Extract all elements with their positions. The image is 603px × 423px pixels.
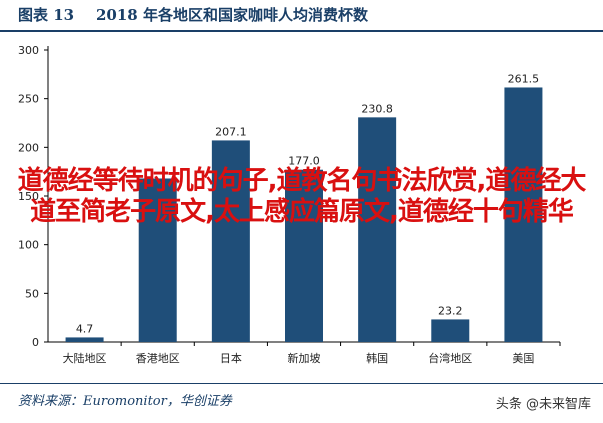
y-tick-label: 100 — [18, 239, 39, 252]
y-tick-label: 0 — [32, 336, 39, 349]
bar — [285, 169, 323, 342]
x-tick-label: 香港地区 — [136, 352, 180, 365]
bar — [431, 319, 470, 342]
x-tick-label: 韩国 — [366, 351, 388, 365]
bar-value-label: 230.8 — [361, 102, 393, 115]
x-tick-label: 大陆地区 — [63, 351, 107, 365]
bar-value-label: 23.2 — [438, 304, 463, 317]
bar — [358, 117, 397, 342]
figure-title: 2018 年各地区和国家咖啡人均消费杯数 — [96, 6, 368, 24]
figure-label: 图表 13 — [18, 6, 75, 24]
bar — [65, 337, 104, 342]
x-tick-label: 日本 — [220, 351, 242, 365]
bar — [138, 178, 177, 342]
y-tick-label: 300 — [18, 44, 39, 57]
source-divider — [0, 383, 603, 384]
bar-value-label: 177.0 — [288, 155, 320, 168]
y-tick-label: 150 — [18, 190, 39, 203]
y-tick-label: 250 — [18, 93, 39, 106]
y-tick-label: 200 — [18, 141, 39, 154]
bar — [504, 87, 543, 343]
x-tick-label: 新加坡 — [288, 351, 321, 365]
figure-header: 图表 13 2018 年各地区和国家咖啡人均消费杯数 — [0, 0, 603, 32]
source-note: 资料来源：Euromonitor，华创证券 — [18, 394, 232, 409]
watermark: 头条 @未来智库 — [495, 397, 591, 412]
overlay-text: 道德经等待时机的句子,道教名句书法欣赏,道德经大道至简老子原文,太上感应篇原文,… — [17, 166, 587, 227]
x-tick-label: 台湾地区 — [428, 351, 472, 365]
bar-value-label: 207.1 — [215, 125, 247, 138]
y-tick-label: 50 — [25, 287, 39, 300]
bar-value-label: 4.7 — [76, 322, 94, 335]
bar-value-label: 261.5 — [508, 72, 540, 85]
bar — [211, 140, 250, 342]
x-tick-label: 美国 — [512, 352, 534, 365]
